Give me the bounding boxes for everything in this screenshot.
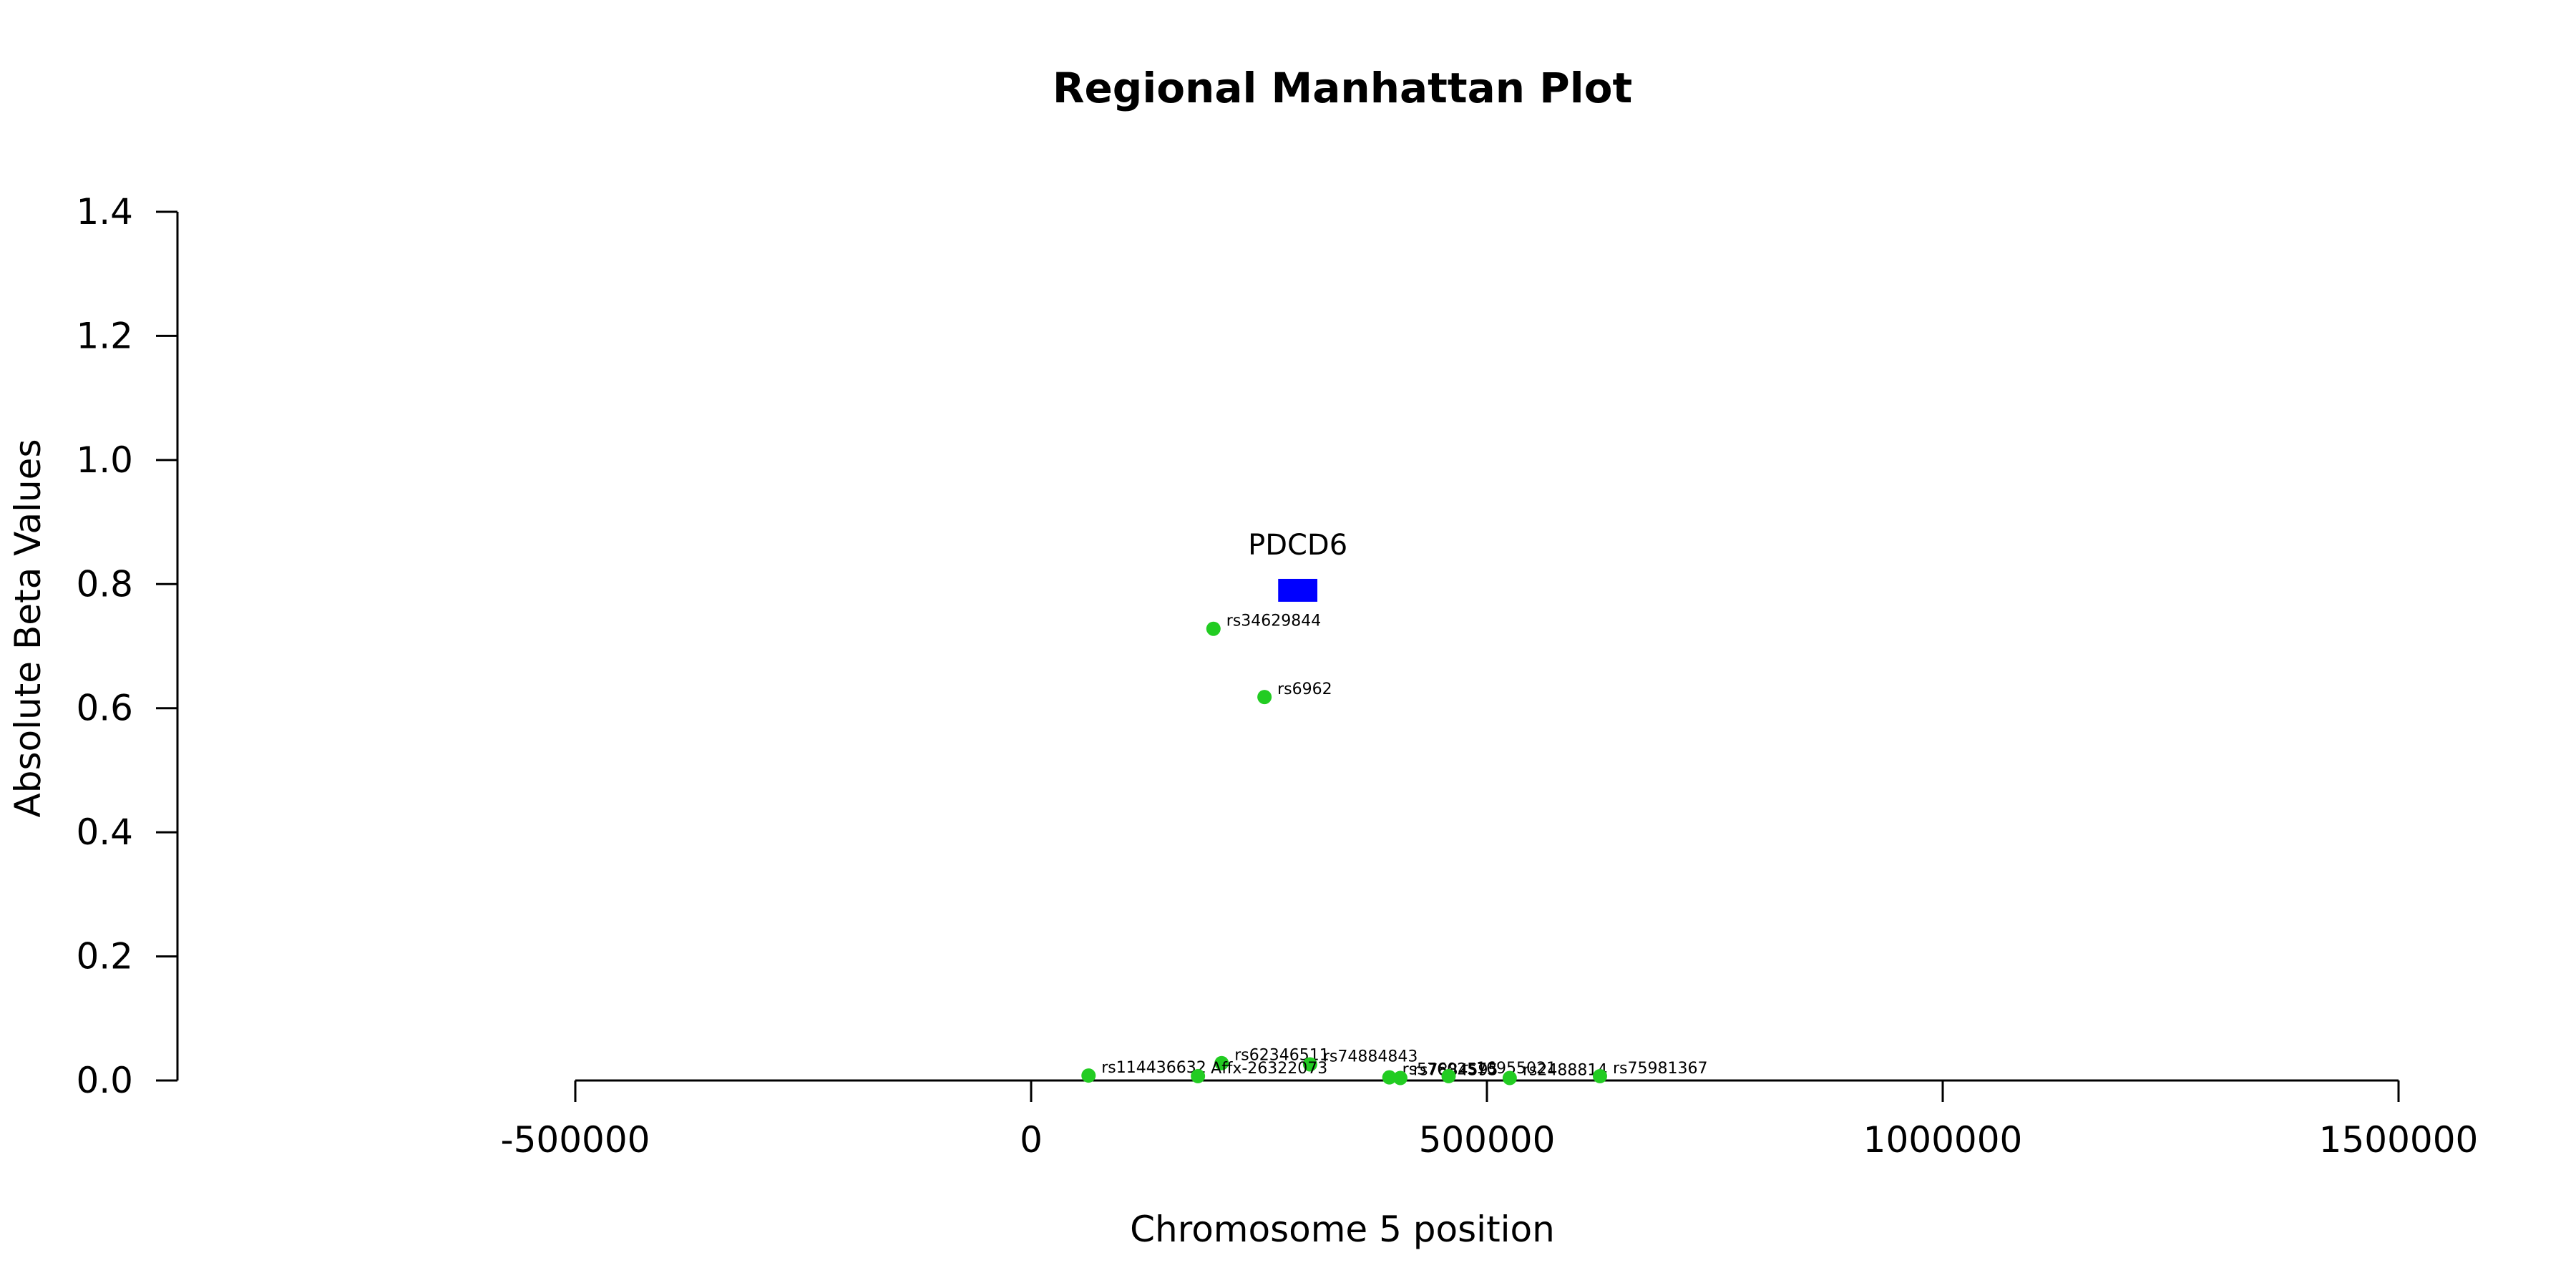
gene-box <box>1278 578 1318 602</box>
y-tick-label: 0.6 <box>76 688 133 729</box>
snp-point <box>1214 1055 1229 1070</box>
snp-label: rs34629844 <box>1226 613 1321 630</box>
snp-point <box>1592 1068 1607 1083</box>
snp-label: Affx-26322073 <box>1211 1060 1327 1078</box>
snp-point <box>1382 1070 1397 1085</box>
gene-label: PDCD6 <box>1248 529 1347 562</box>
gene-track: PDCD6 <box>1248 529 1347 602</box>
snp-points: rs34629844rs6962rs62346511rs74884843rs11… <box>1081 613 1707 1085</box>
snp-point <box>1502 1070 1517 1085</box>
y-tick-label: 0.4 <box>76 811 133 853</box>
chart-title: Regional Manhattan Plot <box>1053 64 1632 112</box>
snp-label: rs75981367 <box>1613 1060 1707 1078</box>
x-tick-label: 1500000 <box>2319 1119 2479 1161</box>
x-tick-label: 1000000 <box>1863 1119 2023 1161</box>
y-tick-label: 1.2 <box>76 315 133 356</box>
snp-point <box>1191 1068 1206 1083</box>
snp-point <box>1441 1068 1456 1083</box>
x-tick-label: 500000 <box>1419 1119 1556 1161</box>
y-tick-label: 1.4 <box>76 191 133 233</box>
y-tick-label: 0.8 <box>76 563 133 605</box>
snp-label: rs74884843 <box>1323 1048 1418 1065</box>
y-tick-label: 0.0 <box>76 1060 133 1101</box>
y-tick-label: 0.2 <box>76 936 133 977</box>
x-tick-label: 0 <box>1020 1119 1043 1161</box>
snp-point <box>1081 1068 1096 1083</box>
y-tick-label: 1.0 <box>76 439 133 481</box>
snp-point <box>1302 1057 1317 1072</box>
snp-point <box>1392 1070 1407 1085</box>
snp-label: rs6962 <box>1277 680 1332 698</box>
y-axis-label: Absolute Beta Values <box>7 439 49 818</box>
x-axis-label: Chromosome 5 position <box>1130 1209 1555 1250</box>
x-tick-label: -500000 <box>501 1119 650 1161</box>
axes: 0.0 0.2 0.4 0.6 0.8 1.0 1.2 1.4 -500000 0 500000 10… <box>76 191 2478 1161</box>
snp-label: rs114436632 <box>1101 1059 1206 1077</box>
snp-point <box>1206 621 1221 636</box>
snp-point <box>1257 690 1272 705</box>
